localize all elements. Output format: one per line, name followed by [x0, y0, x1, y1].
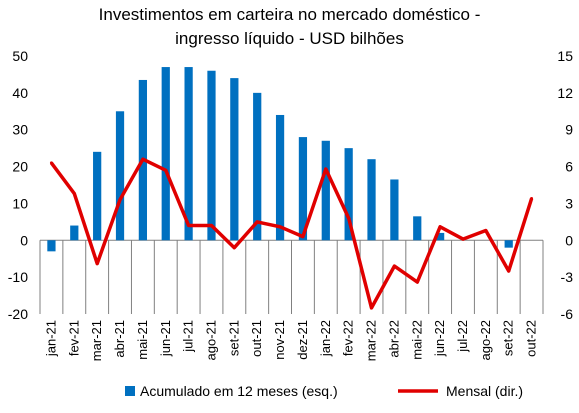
y-left-tick-label: 20: [12, 159, 28, 175]
bar: [321, 140, 330, 241]
x-tick-label: nov-21: [272, 320, 287, 360]
chart-title-line2: ingresso líquido - USD bilhões: [175, 29, 404, 48]
y-right-tick-label: -3: [561, 269, 574, 285]
x-tick-label: jul-21: [181, 320, 196, 353]
y-right-tick-label: 3: [565, 195, 573, 211]
y-right-tick-label: 15: [557, 48, 573, 64]
y-left-tick-label: 30: [12, 122, 28, 138]
line-point: [530, 197, 534, 201]
x-tick-label: abr-22: [386, 320, 401, 358]
x-tick-label: out-22: [524, 320, 539, 357]
y-right-tick-label: 12: [557, 85, 573, 101]
line-point: [187, 224, 191, 228]
line-point: [392, 264, 396, 268]
line-point: [461, 237, 465, 241]
bar: [70, 225, 79, 241]
y-right-tick-label: 6: [565, 159, 573, 175]
y-left-tick-label: 40: [12, 85, 28, 101]
line-point: [507, 269, 511, 273]
x-tick-label: jun-22: [432, 320, 447, 357]
line-point: [278, 225, 282, 229]
line-point: [324, 167, 328, 171]
x-tick-label: out-21: [249, 320, 264, 357]
bar: [367, 159, 376, 241]
line-point: [49, 161, 53, 165]
x-tick-label: jan-22: [318, 320, 333, 357]
bar: [413, 216, 422, 241]
x-tick-label: mai-21: [135, 320, 150, 360]
bar: [390, 179, 399, 241]
x-tick-label: set-21: [226, 320, 241, 356]
line-point: [164, 168, 168, 172]
line-point: [141, 157, 145, 161]
x-tick-label: set-22: [501, 320, 516, 356]
line-point: [484, 228, 488, 232]
x-tick-label: mar-21: [89, 320, 104, 361]
chart-title-line1: Investimentos em carteira no mercado dom…: [99, 5, 481, 24]
bar: [47, 240, 56, 252]
bar: [504, 240, 513, 248]
y-left-tick-label: 0: [20, 232, 28, 248]
x-tick-label: abr-21: [112, 320, 127, 358]
x-tick-label: jul-22: [455, 320, 470, 353]
bar: [344, 148, 353, 241]
y-right-tick-label: 0: [565, 232, 573, 248]
bar: [275, 114, 285, 241]
bar: [298, 137, 308, 241]
y-left-tick-label: 50: [12, 48, 28, 64]
bar: [435, 232, 445, 241]
line-point: [72, 192, 76, 196]
line-point: [118, 198, 122, 202]
y-right-tick-label: -6: [561, 306, 574, 322]
line-point: [301, 235, 305, 239]
x-tick-label: dez-21: [295, 320, 310, 360]
y-right-tick-label: 9: [565, 122, 573, 138]
line-point: [232, 246, 236, 250]
line-point: [438, 225, 442, 229]
y-left-tick-label: 10: [12, 195, 28, 211]
line-series: [49, 157, 534, 310]
x-tick-label: fev-21: [66, 320, 81, 356]
legend-label-line: Mensal (dir.): [446, 383, 523, 399]
bar: [207, 70, 216, 241]
legend: Acumulado em 12 meses (esq.) Mensal (dir…: [125, 383, 523, 399]
bar: [93, 151, 102, 241]
bar: [253, 92, 262, 241]
line-point: [209, 224, 213, 228]
x-tick-label: ago-22: [478, 320, 493, 360]
x-tick-label: jun-21: [158, 320, 173, 357]
legend-swatch-bar: [125, 386, 135, 396]
legend-label-bar: Acumulado em 12 meses (esq.): [140, 383, 338, 399]
line-point: [95, 262, 99, 266]
x-tick-label: mar-22: [364, 320, 379, 361]
x-tick-label: jan-21: [43, 320, 58, 357]
y-left-tick-label: -20: [8, 306, 28, 322]
x-tick-label: ago-21: [203, 320, 218, 360]
line-point: [415, 280, 419, 284]
bar: [115, 111, 125, 241]
bar: [230, 78, 239, 241]
x-tick-label: mai-22: [409, 320, 424, 360]
y-left-tick-label: -10: [8, 269, 28, 285]
line-point: [255, 220, 259, 224]
x-tick-label: fev-22: [341, 320, 356, 356]
bar: [161, 67, 170, 241]
line-point: [347, 216, 351, 220]
line-point: [370, 306, 374, 310]
bar: [184, 67, 193, 241]
